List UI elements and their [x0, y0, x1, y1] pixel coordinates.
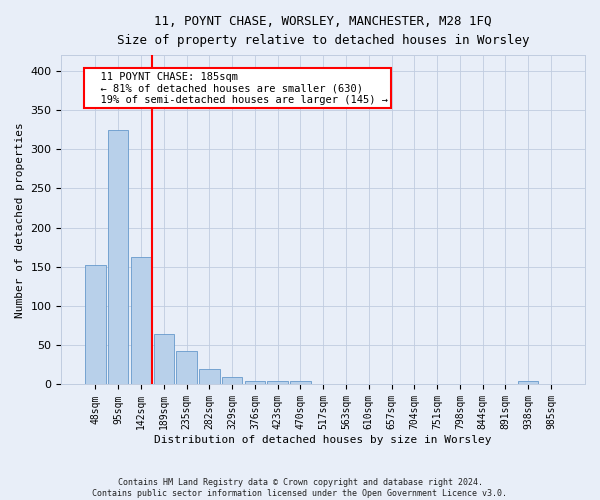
Title: 11, POYNT CHASE, WORSLEY, MANCHESTER, M28 1FQ
Size of property relative to detac: 11, POYNT CHASE, WORSLEY, MANCHESTER, M2…: [117, 15, 529, 47]
Bar: [108, 130, 128, 384]
X-axis label: Distribution of detached houses by size in Worsley: Distribution of detached houses by size …: [154, 435, 492, 445]
Bar: [222, 378, 242, 384]
Bar: [268, 382, 288, 384]
Bar: [176, 351, 197, 384]
Bar: [245, 380, 265, 384]
Bar: [131, 256, 151, 384]
Bar: [85, 266, 106, 384]
Text: Contains HM Land Registry data © Crown copyright and database right 2024.
Contai: Contains HM Land Registry data © Crown c…: [92, 478, 508, 498]
Bar: [154, 334, 174, 384]
Bar: [199, 369, 220, 384]
Y-axis label: Number of detached properties: Number of detached properties: [15, 122, 25, 318]
Bar: [290, 380, 311, 384]
Bar: [518, 382, 538, 384]
Text: 11 POYNT CHASE: 185sqm
  ← 81% of detached houses are smaller (630)
  19% of sem: 11 POYNT CHASE: 185sqm ← 81% of detached…: [88, 72, 388, 105]
